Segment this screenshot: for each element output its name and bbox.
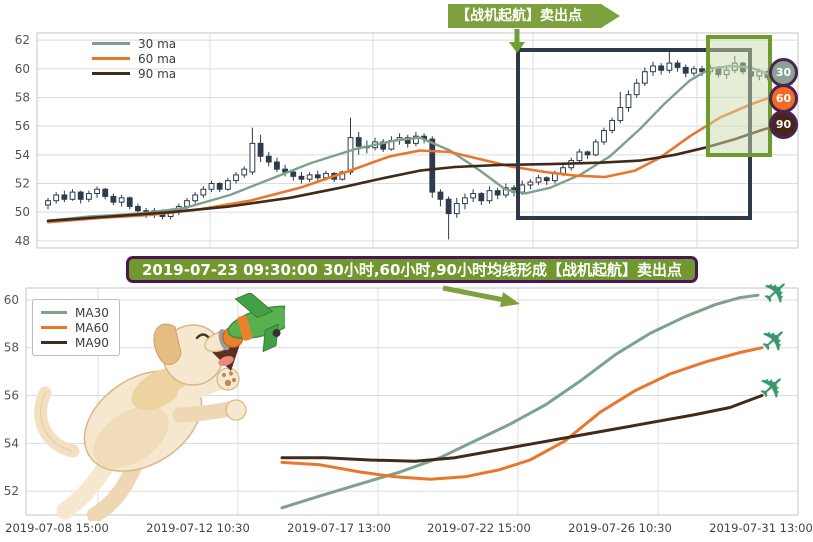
legend-item-30ma: 30 ma	[92, 36, 176, 51]
svg-text:52: 52	[15, 177, 30, 191]
diagonal-arrow-icon	[442, 285, 505, 303]
dog-eye	[195, 333, 211, 340]
svg-text:54: 54	[15, 148, 30, 162]
diagonal-arrow-icon	[500, 292, 520, 307]
down-arrow-icon	[509, 42, 525, 53]
dog-illustration	[34, 293, 285, 521]
bottom-chart-legend: MA30 MA60 MA90	[32, 299, 120, 356]
dog-tail	[34, 386, 80, 458]
svg-text:58: 58	[15, 91, 30, 105]
svg-text:60: 60	[15, 62, 30, 76]
svg-text:58: 58	[4, 341, 19, 355]
toy-plane-stripe	[237, 315, 253, 341]
svg-text:50: 50	[15, 205, 30, 219]
dog-hind-leg	[87, 457, 143, 521]
legend-item-90ma: 90 ma	[92, 66, 176, 81]
toy-plane-illustration	[218, 293, 285, 353]
svg-text:2019-07-17 13:00: 2019-07-17 13:00	[287, 521, 391, 535]
svg-text:52: 52	[4, 484, 19, 498]
svg-text:54: 54	[4, 436, 19, 450]
ma30-swatch-icon	[41, 310, 67, 315]
ma30-badge: 30	[769, 58, 798, 87]
svg-text:2019-07-26 10:30: 2019-07-26 10:30	[568, 521, 672, 535]
svg-text:56: 56	[4, 389, 19, 403]
dog-ear	[153, 323, 182, 366]
svg-text:2019-07-08 15:00: 2019-07-08 15:00	[5, 521, 109, 535]
svg-text:2019-07-12 10:30: 2019-07-12 10:30	[146, 521, 250, 535]
ma60-swatch-icon	[92, 57, 130, 60]
svg-text:56: 56	[15, 119, 30, 133]
top-chart-legend: 30 ma 60 ma 90 ma	[92, 36, 176, 81]
dog-paw	[225, 399, 247, 421]
svg-text:48: 48	[15, 234, 30, 248]
legend-item-ma60: MA60	[41, 320, 109, 335]
toy-plane-wheel	[272, 329, 281, 338]
ma30-swatch-icon	[92, 42, 130, 45]
event-banner: 2019-07-23 09:30:00 30小时,60小时,90小时均线形成【战…	[126, 256, 698, 283]
ma60-badge: 60	[769, 84, 798, 113]
svg-text:2019-07-31 13:00: 2019-07-31 13:00	[709, 521, 813, 535]
ma90-badge: 90	[769, 110, 798, 139]
legend-item-ma90: MA90	[41, 335, 109, 350]
svg-text:62: 62	[15, 33, 30, 47]
sell-point-ribbon: 【战机起航】卖出点	[448, 4, 620, 28]
toy-plane-wing	[234, 293, 274, 319]
dog-tongue	[218, 355, 234, 367]
legend-item-60ma: 60 ma	[92, 51, 176, 66]
ma90-swatch-icon	[92, 72, 130, 75]
svg-text:60: 60	[4, 293, 19, 307]
legend-item-ma30: MA30	[41, 305, 109, 320]
ma90-swatch-icon	[41, 340, 67, 345]
svg-text:2019-07-22 15:00: 2019-07-22 15:00	[427, 521, 531, 535]
ma60-swatch-icon	[41, 325, 67, 330]
